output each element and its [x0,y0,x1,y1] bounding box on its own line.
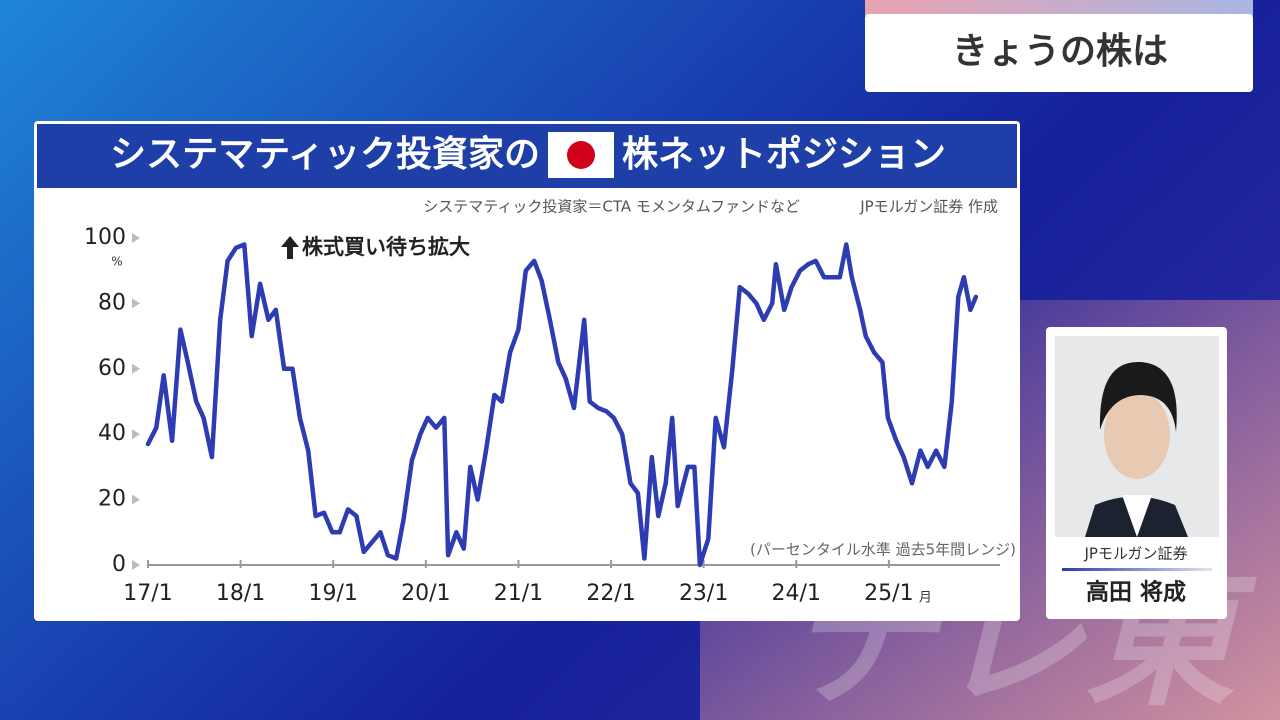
chart-title: システマティック投資家の [110,134,540,175]
x-tick-label: 21/1 [494,581,543,606]
speaker-name: 高田 将成 [1086,579,1186,606]
x-tick-label: 23/1 [679,581,728,606]
x-tick-label: 19/1 [309,581,358,606]
x-unit: 月 [919,591,932,606]
header-title: きょうの株は [952,31,1168,72]
chart-panel [34,121,1020,621]
speaker-company: JPモルガン証券 [1083,545,1187,563]
y-tick-label: 20 [98,487,126,512]
annotation-arrow [281,236,299,259]
y-tick-label: 80 [98,290,126,315]
x-tick-label: 17/1 [123,581,172,606]
header-box [865,14,1253,92]
x-tick-label: 24/1 [772,581,821,606]
chart-title: 株ネットポジション [622,133,946,175]
y-tick-label: 60 [98,356,126,381]
x-tick-label: 20/1 [401,581,450,606]
chart-title-bar [37,124,1017,188]
x-tick-label: 18/1 [216,581,265,606]
annotation: 株式買い待ち拡大 [302,235,470,259]
y-tick-label: 0 [112,552,126,577]
y-tick-mark [132,560,140,570]
chart-source: JPモルガン証券 作成 [859,198,998,216]
chart-note: (パーセンタイル水準 過去5年間レンジ) [750,541,1016,559]
speaker-rule [1062,568,1212,571]
y-tick-mark [132,233,140,243]
y-tick-mark [132,429,140,440]
y-tick-label: 100 [84,225,126,250]
y-unit: % [111,255,122,269]
chart-subtitle: システマティック投資家＝CTA モメンタムファンドなど [423,198,800,216]
photo-face [1104,391,1170,479]
x-tick-label: 22/1 [586,581,635,606]
y-tick-label: 40 [98,421,126,446]
data-line [145,242,979,568]
y-tick-mark [132,363,140,374]
header-strip [865,0,1253,16]
y-tick-mark [132,298,140,309]
plot-area: 0 20 40 60 80 100 17/1 18/1 19/1 20/1 21/1 22/1 23/1… [84,225,1000,606]
photo-shirt [1122,495,1152,537]
photo-hair [1099,361,1177,432]
x-tick-label: 25/1 [864,581,913,606]
flag-sun [567,141,595,169]
y-tick-mark [132,494,140,505]
